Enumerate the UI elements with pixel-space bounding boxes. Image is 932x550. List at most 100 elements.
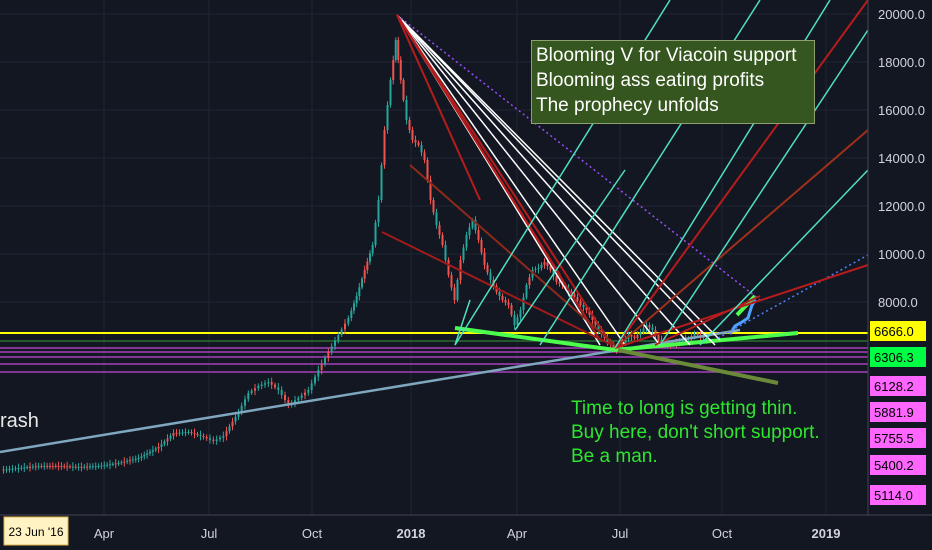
candle-body xyxy=(26,467,29,469)
candle-body xyxy=(97,466,100,467)
price-badge-label: 5755.5 xyxy=(874,431,914,446)
candle-body xyxy=(69,466,71,468)
candle-body xyxy=(340,329,343,335)
candle-body xyxy=(639,332,642,335)
candle-body xyxy=(486,265,489,273)
candle-body xyxy=(588,310,591,315)
candle-body xyxy=(630,335,633,337)
candle-body xyxy=(49,466,51,467)
fan-line-white xyxy=(396,14,721,341)
candle-body xyxy=(435,212,438,225)
candle-body xyxy=(366,261,369,270)
candle-body xyxy=(34,466,37,468)
candle-body xyxy=(111,463,114,465)
candle-body xyxy=(441,235,444,245)
candle-body xyxy=(228,426,231,432)
price-badge xyxy=(870,321,926,341)
candle-body xyxy=(294,400,296,403)
candle-body xyxy=(169,435,172,439)
candle-body xyxy=(582,305,585,308)
candle-body xyxy=(264,383,266,385)
fan-line-red xyxy=(381,231,613,346)
candlesticks xyxy=(2,36,708,474)
bottom-annotation-line: Be a man. xyxy=(571,446,658,467)
candle-body xyxy=(334,340,336,347)
candle-body xyxy=(519,310,522,318)
time-tick-label: 2019 xyxy=(812,526,841,541)
candle-body xyxy=(196,434,199,435)
candle-body xyxy=(184,432,187,434)
fan-line-cyan xyxy=(659,29,869,346)
bottom-annotation-line: Buy here, don't short support. xyxy=(571,422,820,443)
candle-body xyxy=(453,287,456,300)
candle-body xyxy=(172,433,175,436)
candle-body xyxy=(60,466,63,467)
candle-body xyxy=(585,307,588,310)
bottom-annotation[interactable]: Time to long is getting thin. Buy here, … xyxy=(571,397,820,469)
candle-body xyxy=(417,142,420,145)
price-badge xyxy=(870,376,926,396)
candle-body xyxy=(525,285,528,298)
price-badge xyxy=(870,402,926,422)
price-badge-label: 6666.0 xyxy=(874,324,914,339)
candle-body xyxy=(447,260,450,275)
fan-line-red xyxy=(396,14,613,346)
candle-body xyxy=(633,336,636,338)
candle-body xyxy=(327,352,330,358)
candle-body xyxy=(225,431,228,436)
time-axis[interactable]: Apr Jul Oct 2018 Apr Jul Oct 2019 23 Jun '16 xyxy=(0,514,932,546)
candle-body xyxy=(480,240,483,253)
fan-line-white xyxy=(396,14,661,346)
candle-body xyxy=(414,140,417,143)
candle-body xyxy=(371,245,374,254)
candle-body xyxy=(63,466,66,468)
candle-body xyxy=(215,439,218,441)
candle-body xyxy=(432,200,435,213)
time-tick-label: 2018 xyxy=(397,526,426,541)
fan-line-cyan xyxy=(514,169,626,331)
candle-body xyxy=(355,296,358,304)
price-axis[interactable]: 20000.0 18000.0 16000.0 14000.0 12000.0 10000… xyxy=(867,0,926,515)
candle-body xyxy=(205,437,208,439)
candle-body xyxy=(624,339,627,343)
candle-body xyxy=(29,466,31,468)
candle-body xyxy=(80,466,83,468)
candle-body xyxy=(337,335,340,341)
candle-body xyxy=(54,466,57,467)
candle-body xyxy=(134,458,137,460)
candle-body xyxy=(426,160,429,180)
price-tick-label: 20000.0 xyxy=(878,7,925,22)
candle-body xyxy=(300,395,303,398)
candle-body xyxy=(140,456,143,458)
candle-body xyxy=(109,464,111,466)
candle-body xyxy=(513,315,516,325)
candle-body xyxy=(374,222,377,245)
candle-body xyxy=(71,466,74,468)
top-annotation[interactable]: Blooming V for Viacoin support Blooming … xyxy=(531,40,815,124)
candle-body xyxy=(304,392,306,396)
candle-body xyxy=(114,463,117,465)
candle-body xyxy=(23,467,26,469)
fan-line-red xyxy=(614,129,869,349)
candle-body xyxy=(280,390,283,395)
candle-body xyxy=(120,462,123,464)
candle-body xyxy=(471,220,474,228)
fan-line-red xyxy=(396,14,481,201)
candle-body xyxy=(231,421,234,427)
candle-body xyxy=(549,266,552,270)
candle-body xyxy=(175,432,178,434)
candle-body xyxy=(212,439,215,441)
candle-body xyxy=(244,399,246,406)
candle-body xyxy=(287,400,290,405)
candle-body xyxy=(240,405,243,412)
top-annotation-line: Blooming V for Viacoin support xyxy=(536,45,797,66)
candle-body xyxy=(51,466,54,467)
candle-body xyxy=(468,227,471,235)
candle-body xyxy=(154,448,157,451)
candle-body xyxy=(534,269,537,270)
time-tick-label: Apr xyxy=(507,526,528,541)
candle-body xyxy=(193,433,196,434)
candle-body xyxy=(380,165,383,200)
candle-body xyxy=(573,294,576,297)
